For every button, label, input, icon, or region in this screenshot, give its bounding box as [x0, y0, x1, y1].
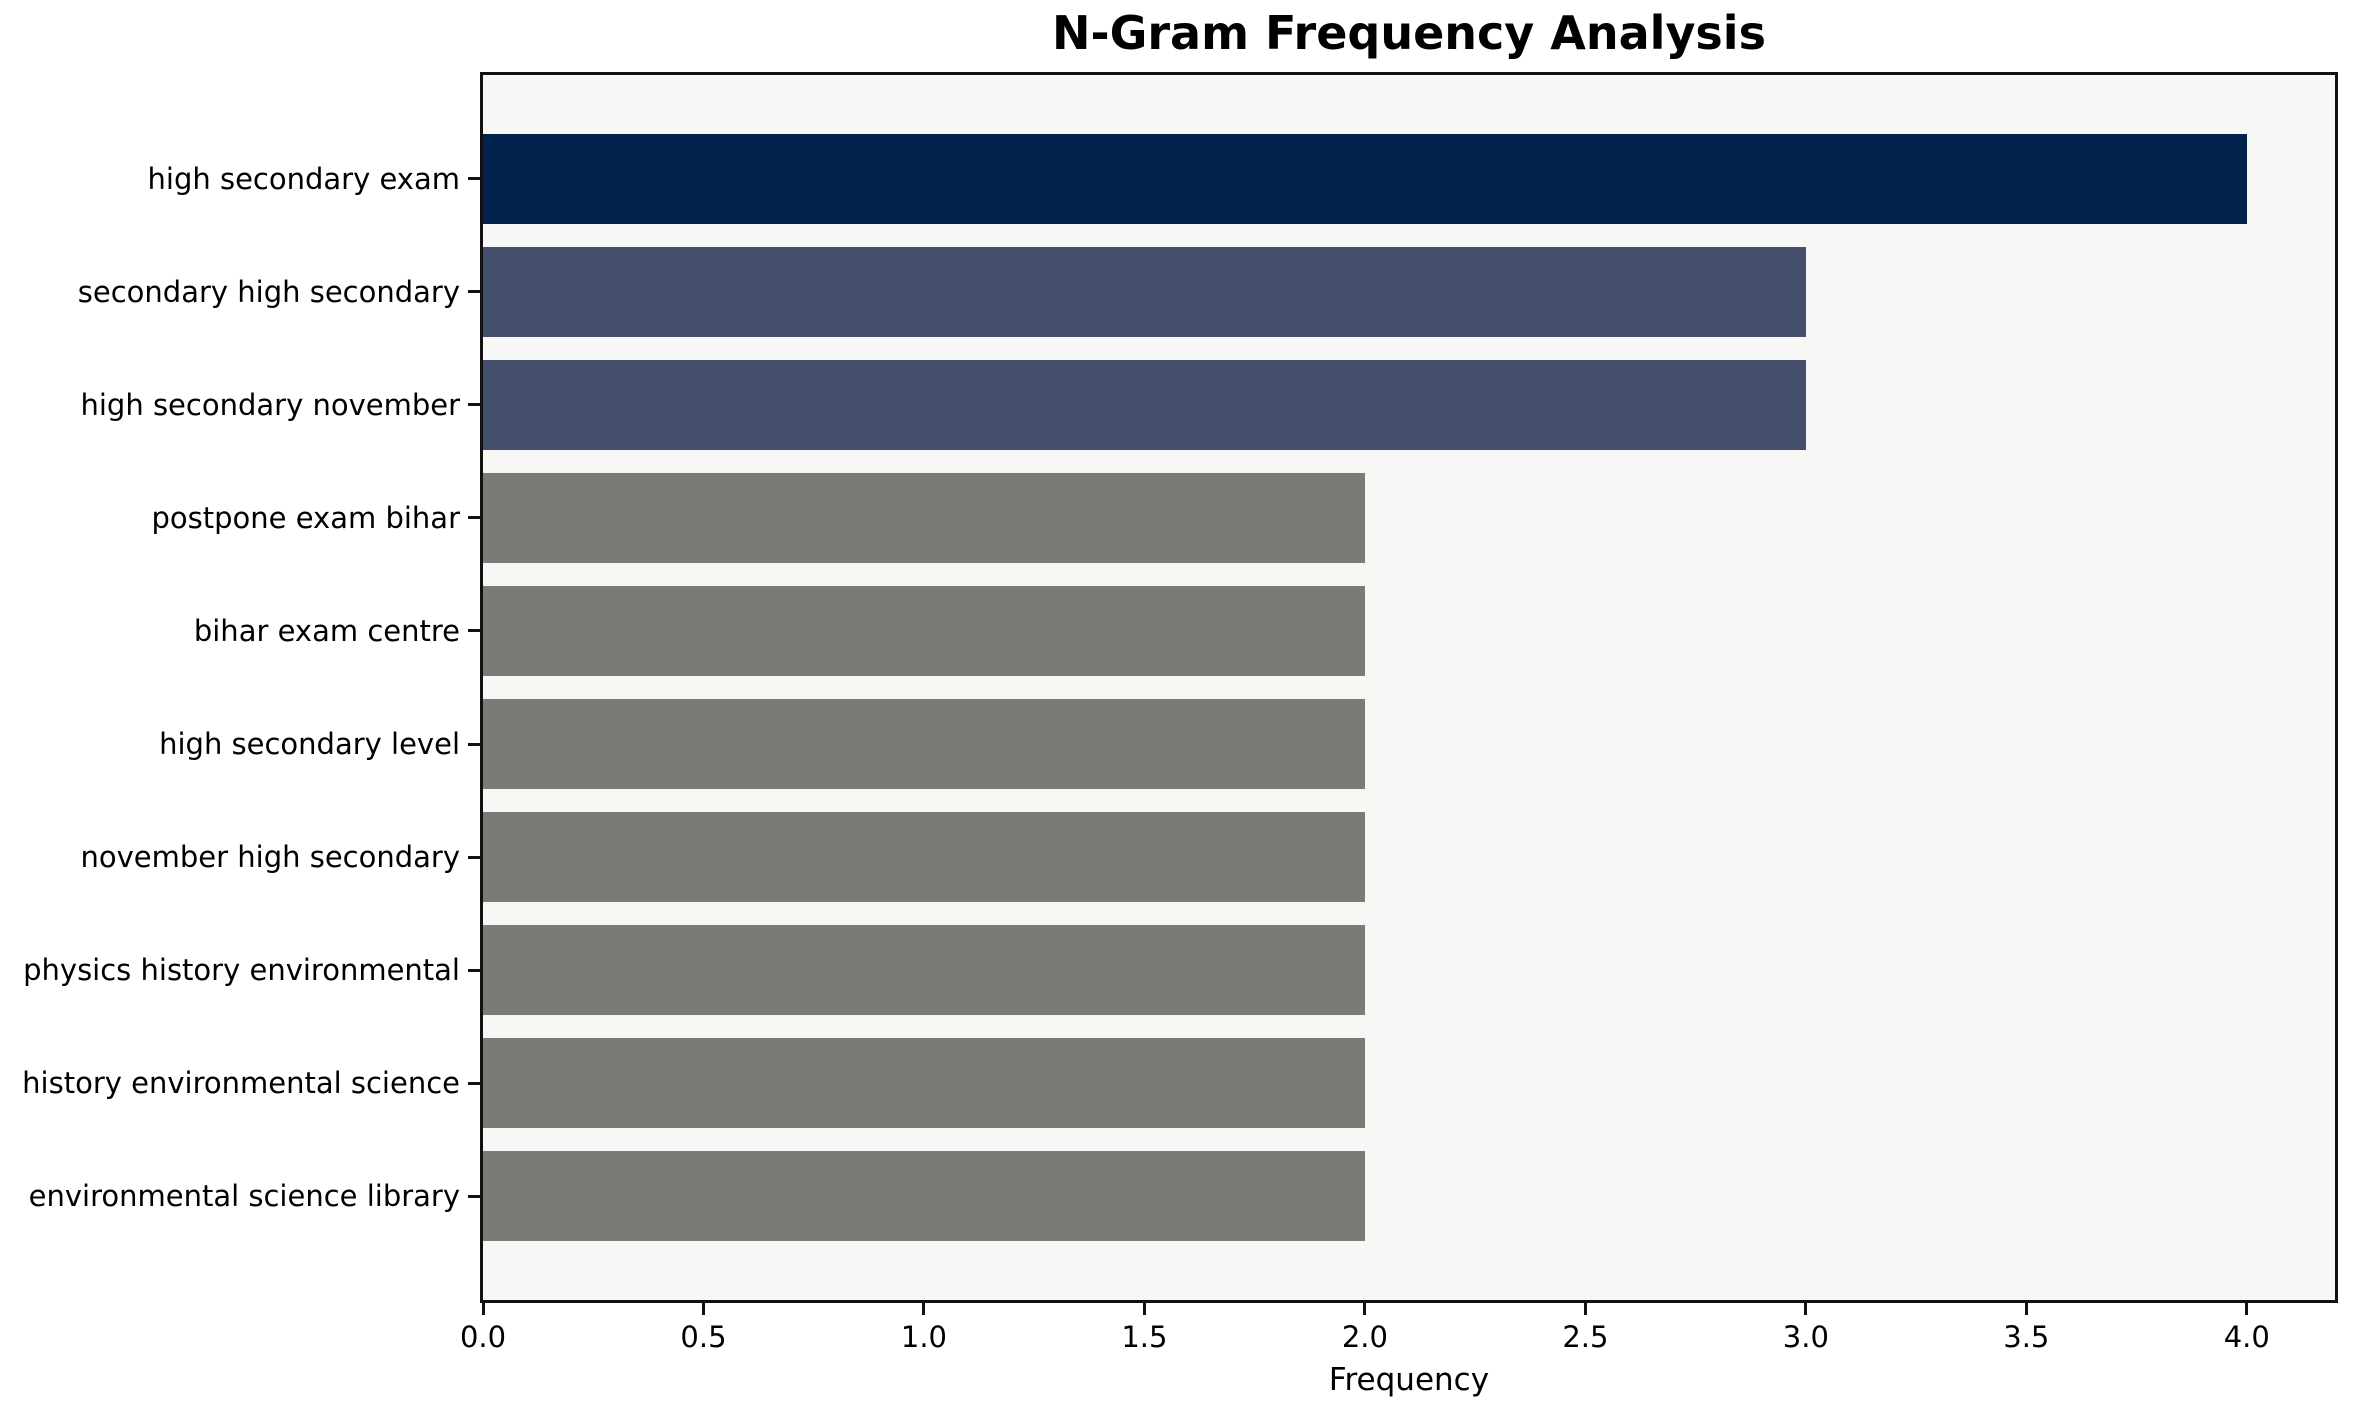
x-tick-label: 1.5: [1121, 1320, 1168, 1354]
y-tick-label: physics history environmental: [23, 953, 460, 988]
x-tick-label: 3.0: [1782, 1320, 1829, 1354]
y-tick-mark: [468, 1194, 480, 1198]
plot-area: [480, 72, 2338, 1303]
y-tick-label: bihar exam centre: [193, 613, 460, 648]
y-tick-mark: [468, 177, 480, 181]
x-tick-label: 1.0: [900, 1320, 947, 1354]
x-tick-mark: [1804, 1303, 1808, 1315]
y-tick-label: november high secondary: [80, 840, 461, 874]
x-tick-mark: [1583, 1303, 1587, 1315]
chart-title: N-Gram Frequency Analysis: [1052, 6, 1766, 60]
x-tick-mark: [1363, 1303, 1367, 1315]
y-tick-label: secondary high secondary: [77, 274, 460, 309]
bar-physics-history-environmental: [483, 924, 1365, 1016]
x-tick-mark: [701, 1303, 705, 1315]
x-tick-mark: [481, 1303, 485, 1315]
x-tick-mark: [922, 1303, 926, 1315]
x-tick-label: 0.5: [680, 1320, 727, 1354]
x-tick-label: 2.5: [1562, 1320, 1609, 1354]
bar-november-high-secondary: [483, 811, 1365, 903]
bar-secondary-high-secondary: [483, 246, 1806, 338]
bars-container: [483, 75, 2335, 1300]
y-tick-mark: [468, 855, 480, 859]
bar-bihar-exam-centre: [483, 585, 1365, 677]
y-tick-label: postpone exam bihar: [151, 500, 461, 535]
y-tick-label: environmental science library: [28, 1179, 460, 1214]
y-tick-label: history environmental science: [22, 1066, 460, 1101]
bar-postpone-exam-bihar: [483, 472, 1365, 564]
y-tick-label: high secondary november: [80, 387, 461, 422]
bar-high-secondary-exam: [483, 133, 2247, 225]
x-tick-label: 2.0: [1341, 1320, 1388, 1354]
x-tick-mark: [1142, 1303, 1146, 1315]
y-tick-mark: [468, 629, 480, 633]
x-tick-label: 3.5: [2003, 1320, 2050, 1354]
bar-high-secondary-level: [483, 698, 1365, 790]
y-tick-mark: [468, 968, 480, 972]
y-tick-mark: [468, 290, 480, 294]
y-tick-label: high secondary level: [159, 727, 460, 761]
y-tick-mark: [468, 742, 480, 746]
y-tick-label: high secondary exam: [147, 161, 460, 196]
bar-high-secondary-november: [483, 359, 1806, 451]
y-tick-mark: [468, 403, 480, 407]
bar-environmental-science-library: [483, 1150, 1365, 1242]
x-tick-mark: [2024, 1303, 2028, 1315]
bar-history-environmental-science: [483, 1037, 1365, 1129]
x-tick-label: 4.0: [2223, 1320, 2270, 1354]
x-tick-label: 0.0: [459, 1320, 507, 1354]
x-tick-mark: [2245, 1303, 2249, 1315]
y-tick-mark: [468, 516, 480, 520]
y-tick-mark: [468, 1081, 480, 1085]
x-axis-title: Frequency: [1328, 1362, 1490, 1398]
